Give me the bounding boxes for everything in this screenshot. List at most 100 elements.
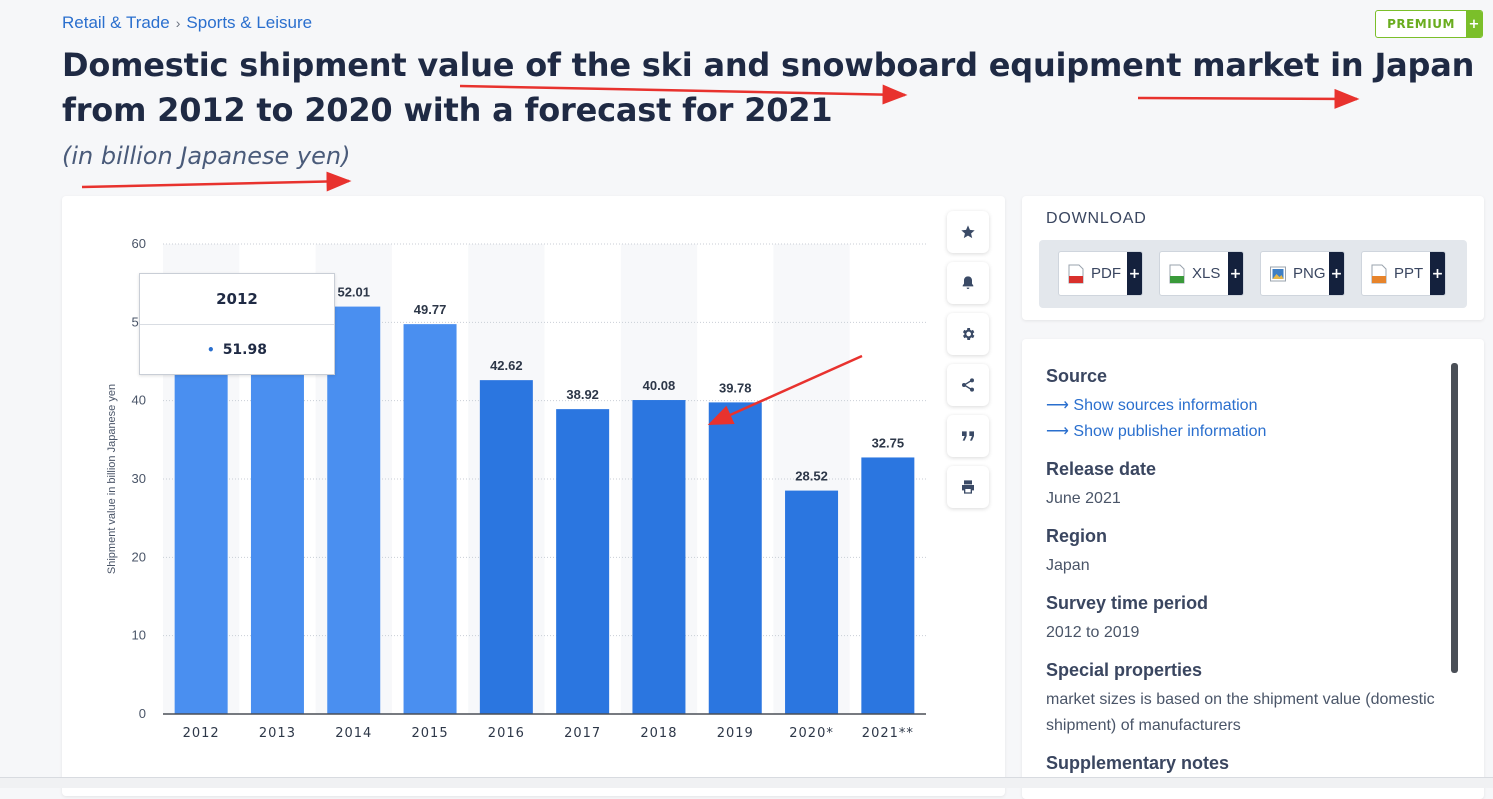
bar	[785, 490, 839, 714]
info-scrollbar[interactable]	[1451, 363, 1458, 673]
print-icon	[962, 480, 974, 494]
survey-value: 2012 to 2019	[1046, 624, 1140, 641]
print-button[interactable]	[947, 466, 989, 508]
x-tick-label: 2019	[717, 726, 754, 741]
x-tick-label: 2016	[488, 726, 525, 741]
notes-label: Supplementary notes	[1046, 753, 1230, 773]
data-label: 42.62	[490, 358, 523, 373]
x-tick-label: 2020*	[789, 726, 834, 741]
cite-button[interactable]	[947, 415, 989, 457]
download-xls-label: XLS	[1192, 265, 1221, 282]
bar	[861, 457, 915, 714]
download-xls-plus-icon: +	[1228, 252, 1243, 295]
data-label: 39.78	[719, 380, 752, 395]
download-title: DOWNLOAD	[1046, 210, 1147, 227]
bar	[250, 310, 304, 714]
bar	[479, 380, 533, 714]
bar	[403, 324, 457, 714]
share-button[interactable]	[947, 364, 989, 406]
region-label: Region	[1046, 526, 1107, 546]
download-pdf-label: PDF	[1091, 265, 1121, 282]
survey-label: Survey time period	[1046, 593, 1209, 613]
xls-file-icon	[1169, 264, 1185, 283]
data-label: 49.77	[414, 302, 447, 317]
data-label: 40.08	[643, 378, 676, 393]
bar	[708, 402, 762, 714]
page-bottom-scrollbar[interactable]	[0, 777, 1493, 788]
breadcrumb-separator: ›	[175, 15, 181, 31]
tooltip-label: 2012	[140, 274, 334, 325]
premium-plus-icon: +	[1466, 11, 1482, 37]
data-label: 38.92	[566, 387, 599, 402]
download-pdf-plus-icon: +	[1127, 252, 1142, 295]
download-xls-button[interactable]: XLS +	[1159, 251, 1244, 296]
download-ppt-button[interactable]: PPT +	[1361, 251, 1446, 296]
x-tick-label: 2017	[564, 726, 601, 741]
download-png-label: PNG	[1293, 265, 1326, 282]
tooltip-body: • 51.98	[140, 325, 334, 375]
chart-card: 0102030405060Shipment value in billion J…	[62, 196, 1005, 796]
region-value: Japan	[1046, 557, 1090, 574]
special-section: Special properties market sizes is based…	[1046, 660, 1446, 739]
tooltip-value: 51.98	[222, 342, 267, 358]
bell-icon	[962, 276, 974, 289]
release-value: June 2021	[1046, 490, 1121, 507]
data-label: 52.01	[337, 285, 370, 300]
source-label: Source	[1046, 366, 1108, 386]
notification-button[interactable]	[947, 262, 989, 304]
y-tick-label: 40	[132, 393, 146, 408]
statistic-info-card: Source ⟶ Show sources information ⟶ Show…	[1022, 339, 1484, 799]
bar	[327, 306, 381, 714]
breadcrumb-sports-link[interactable]: Sports & Leisure	[186, 13, 313, 32]
star-icon	[961, 225, 975, 239]
settings-button[interactable]	[947, 313, 989, 355]
favorite-button[interactable]	[947, 211, 989, 253]
region-section: Region Japan	[1046, 526, 1446, 579]
y-tick-label: 20	[132, 549, 146, 564]
source-section: Source ⟶ Show sources information ⟶ Show…	[1046, 366, 1446, 445]
y-axis-label: Shipment value in billion Japanese yen	[106, 384, 118, 574]
x-tick-label: 2013	[259, 726, 296, 741]
chart-toolbar	[947, 211, 989, 517]
tooltip-bullet: •	[207, 343, 215, 357]
data-label: 28.52	[795, 469, 828, 484]
release-label: Release date	[1046, 459, 1157, 479]
download-png-button[interactable]: PNG +	[1260, 251, 1345, 296]
page-title: Domestic shipment value of the ski and s…	[62, 46, 1475, 129]
bar	[556, 409, 610, 714]
show-sources-link[interactable]: ⟶ Show sources information	[1046, 393, 1446, 419]
page-subtitle: (in billion Japanese yen)	[62, 142, 351, 170]
special-label: Special properties	[1046, 660, 1203, 680]
arrow-right-icon: ⟶	[1046, 423, 1069, 440]
annotation-arrow	[81, 171, 352, 192]
arrow-right-icon: ⟶	[1046, 397, 1069, 414]
show-sources-text: Show sources information	[1073, 397, 1258, 414]
ppt-file-icon	[1371, 264, 1387, 283]
data-label: 32.75	[872, 435, 905, 450]
breadcrumb-retail-link[interactable]: Retail & Trade	[62, 13, 170, 32]
x-tick-label: 2015	[412, 726, 449, 741]
premium-label: PREMIUM	[1387, 17, 1455, 31]
survey-section: Survey time period 2012 to 2019	[1046, 593, 1446, 646]
pdf-file-icon	[1068, 264, 1084, 283]
share-icon	[962, 378, 974, 392]
download-ppt-label: PPT	[1394, 265, 1424, 282]
download-pdf-button[interactable]: PDF +	[1058, 251, 1143, 296]
download-png-plus-icon: +	[1329, 252, 1344, 295]
show-publisher-link[interactable]: ⟶ Show publisher information	[1046, 419, 1446, 445]
chart-tooltip: 2012 • 51.98	[139, 273, 335, 375]
premium-badge[interactable]: PREMIUM +	[1375, 10, 1483, 38]
x-tick-label: 2012	[183, 726, 220, 741]
download-bar: PDF + XLS + PNG + PPT +	[1039, 240, 1467, 308]
breadcrumb: Retail & Trade › Sports & Leisure	[62, 13, 312, 33]
y-tick-label: 10	[132, 628, 146, 643]
download-ppt-plus-icon: +	[1430, 252, 1445, 295]
y-tick-label: 0	[139, 706, 146, 721]
gear-icon	[962, 328, 975, 340]
download-card: DOWNLOAD PDF + XLS + PNG + PPT +	[1022, 196, 1484, 320]
special-value: market sizes is based on the shipment va…	[1046, 691, 1435, 734]
show-publisher-text: Show publisher information	[1073, 423, 1267, 440]
y-tick-label: 60	[132, 236, 146, 251]
x-tick-label: 2018	[640, 726, 677, 741]
y-tick-label: 30	[132, 471, 146, 486]
